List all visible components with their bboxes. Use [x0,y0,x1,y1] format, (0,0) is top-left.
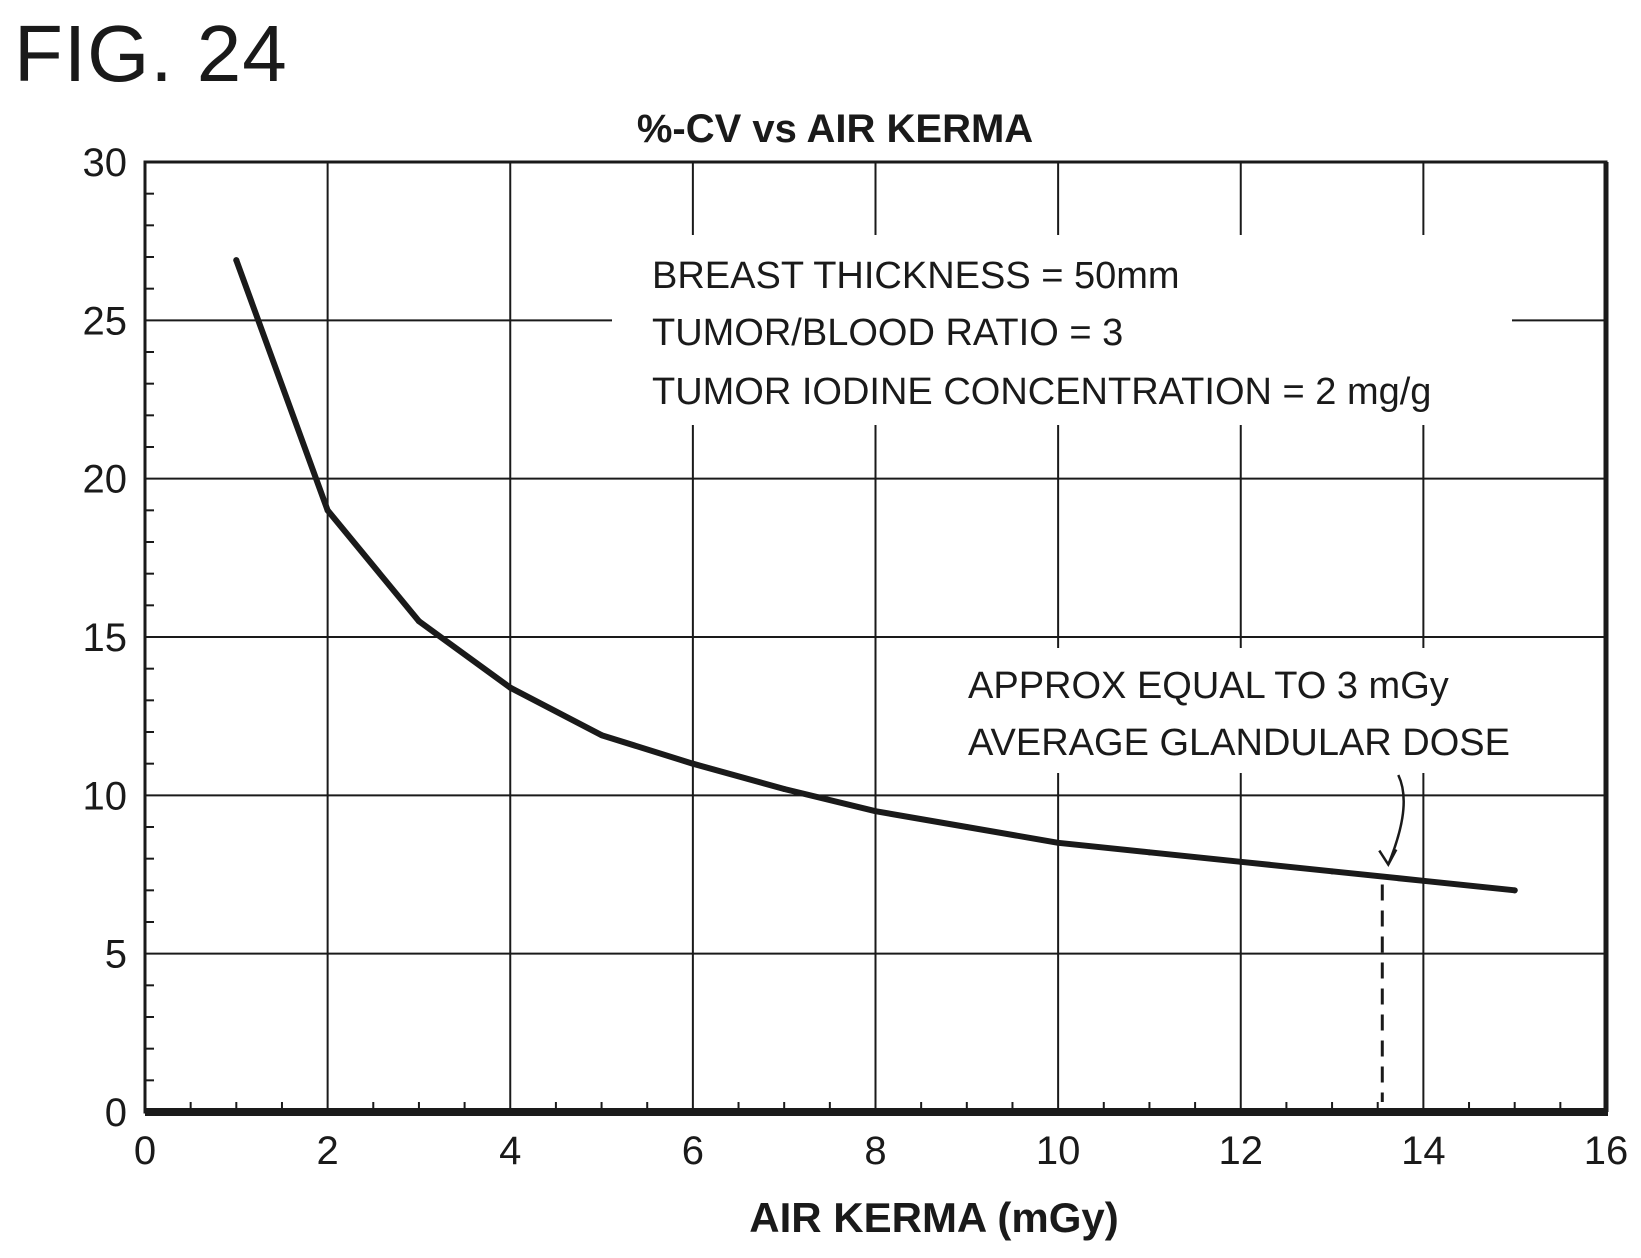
data-point [781,786,788,792]
y-tick-labels: 0 5 10 15 20 25 30 [83,141,128,1135]
x-tick-label: 0 [134,1129,156,1173]
conditions-note: BREAST THICKNESS = 50mm TUMOR/BLOOD RATI… [652,255,1431,413]
x-tick-label: 10 [1036,1129,1081,1173]
x-tick-label: 8 [864,1129,886,1173]
x-tick-label: 14 [1401,1129,1446,1173]
x-tick-label: 2 [317,1129,339,1173]
figure-label: FIG. 24 [14,9,288,98]
conditions-note-background [612,235,1512,425]
data-point [872,808,879,815]
y-tick-label: 30 [83,141,128,185]
conditions-line-ratio: TUMOR/BLOOD RATIO = 3 [652,312,1123,354]
y-tick-label: 15 [83,616,128,660]
y-tick-label: 20 [83,458,128,502]
y-tick-label: 10 [83,774,128,818]
data-point [963,824,970,830]
y-tick-label: 0 [105,1091,127,1135]
data-point [1237,858,1244,865]
data-point [1055,839,1062,846]
dose-note-line-2: AVERAGE GLANDULAR DOSE [968,722,1510,764]
x-tick-labels: 0 2 4 6 8 10 12 14 16 [134,1129,1628,1173]
x-tick-label: 4 [499,1129,521,1173]
conditions-line-thickness: BREAST THICKNESS = 50mm [652,255,1180,297]
data-point [1420,877,1427,884]
data-point [415,618,422,625]
data-points [233,257,1518,894]
dose-note: APPROX EQUAL TO 3 mGy AVERAGE GLANDULAR … [968,665,1510,764]
x-tick-label: 16 [1584,1129,1629,1173]
x-tick-label: 6 [682,1129,704,1173]
conditions-line-iodine: TUMOR IODINE CONCENTRATION = 2 mg/g [652,371,1431,413]
y-tick-label: 5 [105,933,127,977]
x-axis-label: AIR KERMA (mGy) [749,1194,1118,1241]
data-point [1329,868,1336,875]
data-point [324,507,331,514]
data-point [689,760,696,767]
dose-arrowhead [1378,848,1398,868]
x-tick-label: 12 [1219,1129,1264,1173]
dose-note-background [950,648,1580,773]
data-point [598,732,605,739]
data-point [507,684,514,691]
dose-note-line-1: APPROX EQUAL TO 3 mGy [968,665,1449,707]
data-point [1511,887,1518,894]
chart-title: %-CV vs AIR KERMA [637,107,1033,151]
data-point [1146,849,1153,856]
data-point [233,257,240,264]
y-tick-label: 25 [83,299,128,343]
